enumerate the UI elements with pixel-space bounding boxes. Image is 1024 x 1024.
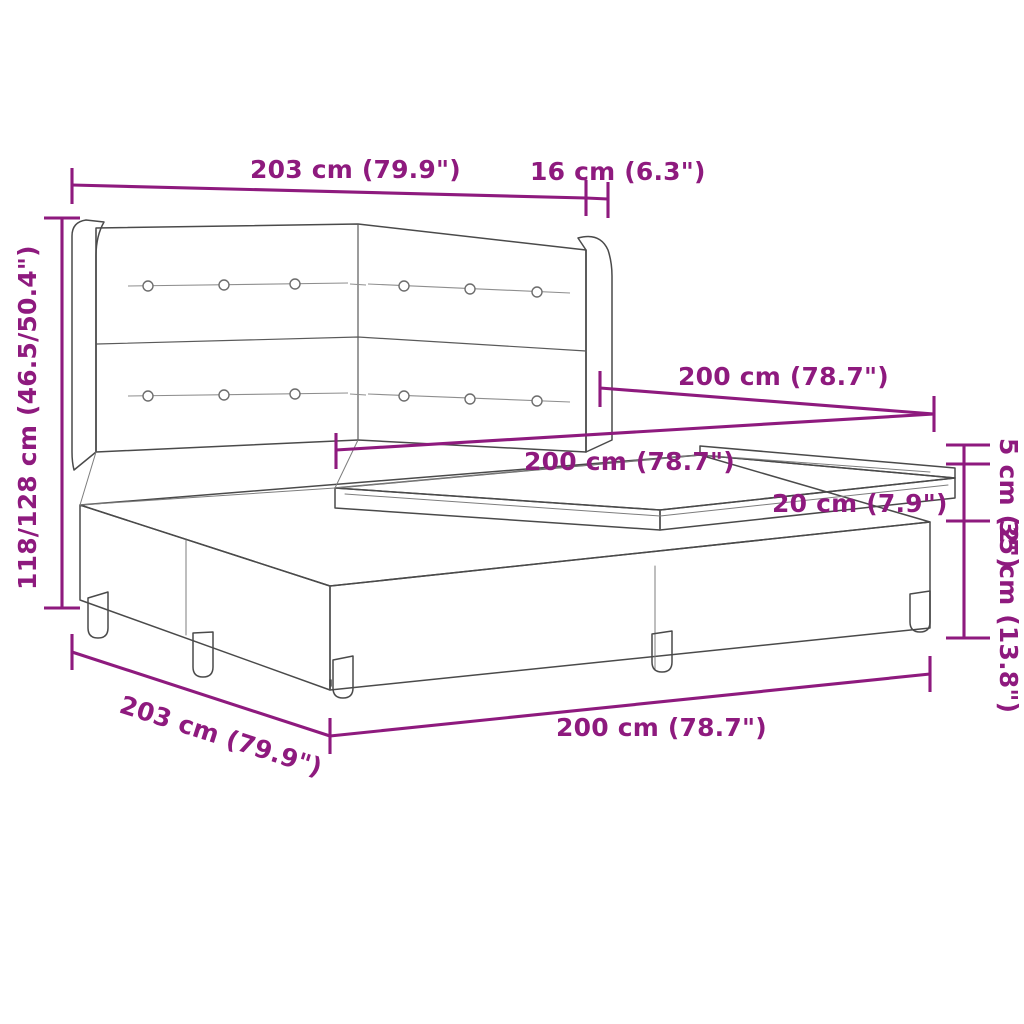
headboard bbox=[71, 219, 613, 506]
topper-back-edge bbox=[334, 454, 701, 489]
dimension-mattress-height: 20 cm (7.9") bbox=[772, 464, 990, 523]
dim-label-topper-height: 5 cm (2") bbox=[994, 438, 1023, 569]
platform-left-top bbox=[79, 487, 336, 506]
dim-line-base-depth bbox=[71, 650, 331, 738]
tuft-line-bottom-left bbox=[127, 392, 349, 397]
tuft-line-top-left bbox=[127, 282, 349, 287]
dimension-top-width: 203 cm (79.9") bbox=[70, 155, 588, 216]
leg-front-right bbox=[909, 590, 931, 633]
dim-label-base-width: 200 cm (78.7") bbox=[556, 713, 767, 742]
tuft-button bbox=[398, 280, 410, 292]
headboard-left-wing bbox=[71, 219, 105, 471]
dim-label-mattress-length: 200 cm (78.7") bbox=[678, 362, 889, 391]
tuft-button bbox=[531, 395, 543, 407]
mattress-piping bbox=[344, 484, 949, 517]
dim-line-thickness bbox=[585, 196, 609, 201]
tuft-group-top-right bbox=[367, 280, 571, 298]
dim-label-thickness: 16 cm (6.3") bbox=[530, 157, 706, 186]
bed-illustration bbox=[71, 219, 956, 699]
dim-label-mattress-top: 200 cm (78.7") bbox=[524, 447, 735, 476]
dimension-topper-height: 5 cm (2") bbox=[946, 438, 1023, 569]
tuft-button bbox=[464, 283, 476, 295]
headboard-foot-left bbox=[79, 451, 97, 506]
tuft-button bbox=[289, 278, 301, 290]
dimension-mattress-top: 200 cm (78.7") bbox=[334, 412, 935, 476]
platform-right-top bbox=[699, 454, 931, 473]
tuft-button bbox=[218, 389, 230, 401]
tuft-center-tick-bottom bbox=[349, 393, 367, 396]
dim-label-base-height: 35 cm (13.8") bbox=[994, 520, 1023, 713]
dim-line-base-width bbox=[329, 672, 931, 738]
leg-front-left bbox=[332, 655, 354, 699]
dimension-total-height: 118/128 cm (46.5/50.4") bbox=[13, 216, 80, 610]
tuft-group-top-left bbox=[127, 278, 349, 292]
bed-legs bbox=[87, 590, 931, 699]
tuft-button bbox=[464, 393, 476, 405]
tuft-button bbox=[398, 390, 410, 402]
tuft-button bbox=[289, 388, 301, 400]
dim-label-total-height: 118/128 cm (46.5/50.4") bbox=[13, 245, 42, 590]
bed-platform bbox=[79, 454, 931, 506]
leg-mid-left bbox=[192, 631, 214, 678]
dim-label-mattress-height: 20 cm (7.9") bbox=[772, 489, 948, 518]
dimension-headboard-thickness: 16 cm (6.3") bbox=[530, 157, 706, 218]
dimension-mattress-length: 200 cm (78.7") bbox=[598, 362, 936, 432]
dim-line-mattress-top bbox=[335, 412, 935, 452]
dimension-base-height: 35 cm (13.8") bbox=[946, 520, 1023, 713]
tuft-center-tick-top bbox=[349, 283, 367, 286]
tuft-group-bottom-left bbox=[127, 388, 349, 402]
tuft-button bbox=[218, 279, 230, 291]
tuft-button bbox=[142, 280, 154, 292]
headboard-right-wing bbox=[577, 235, 613, 453]
topper-right-edge bbox=[699, 445, 956, 479]
bed-base bbox=[79, 454, 931, 691]
leg-rear-left bbox=[87, 591, 109, 639]
dimension-base-width: 200 cm (78.7") bbox=[329, 656, 932, 742]
dim-line-length bbox=[599, 386, 935, 416]
dim-line-top-width bbox=[71, 183, 587, 200]
mattress-topper bbox=[334, 445, 956, 489]
tuft-button bbox=[142, 390, 154, 402]
dim-label-top-width: 203 cm (79.9") bbox=[250, 155, 461, 184]
tuft-button bbox=[531, 286, 543, 298]
leg-front-center bbox=[651, 630, 673, 673]
tuft-group-bottom-right bbox=[367, 390, 571, 407]
